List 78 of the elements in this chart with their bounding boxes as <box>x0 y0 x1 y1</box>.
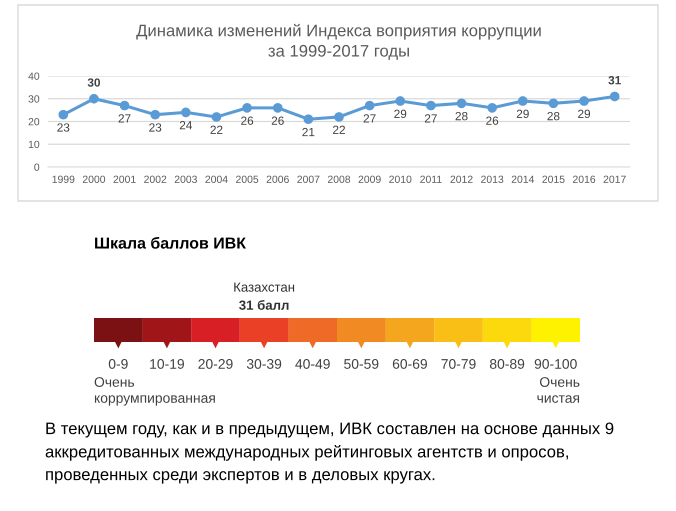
x-tick-label: 2003 <box>174 176 197 183</box>
x-tick-label: 2002 <box>144 176 166 183</box>
x-tick-label: 2001 <box>114 176 136 183</box>
data-label: 26 <box>272 116 284 125</box>
x-tick-label: 2016 <box>572 176 596 183</box>
data-label: 24 <box>180 121 192 130</box>
point <box>487 102 498 113</box>
y-tick-label: 40 <box>28 72 40 80</box>
text: В текущем году, как и в предыдущем, ИВК составлен на основе данных 9 аккредитованных международных рейтинговых агентств и опросов, проведенных среди экспертов и в деловых кругах. <box>46 422 614 484</box>
category-label: 60-69 <box>392 359 428 369</box>
point <box>548 98 558 108</box>
point <box>212 112 222 122</box>
x-tick-label: 2004 <box>205 176 228 183</box>
point <box>272 102 283 113</box>
category-label: 0-9 <box>108 359 128 369</box>
x-tick-label: 2011 <box>420 176 442 183</box>
x-tick-label: 2013 <box>481 176 504 183</box>
x-tick-label: 2015 <box>542 176 565 183</box>
data-label: 29 <box>578 110 590 118</box>
x-tick-label: 2005 <box>236 176 258 183</box>
x-tick-label: 1999 <box>52 176 74 183</box>
x-tick-label: 2008 <box>328 176 350 183</box>
point <box>58 110 68 120</box>
point <box>150 110 160 120</box>
point <box>518 96 528 106</box>
category-label: 80-89 <box>490 359 524 369</box>
point <box>242 102 252 113</box>
text: Шкала баллов ИВК <box>95 236 246 249</box>
x-tick-label: 2006 <box>266 176 289 183</box>
point <box>579 96 589 106</box>
point <box>364 100 374 110</box>
y-tick-label: 20 <box>28 118 40 126</box>
text: Очень чистая <box>537 377 580 403</box>
point <box>334 112 344 122</box>
x-tick-label: 2007 <box>297 176 320 183</box>
x-tick-label: 2010 <box>389 176 412 183</box>
data-label: 23 <box>149 123 162 132</box>
y-tick-label: 10 <box>28 140 40 148</box>
data-label: 26 <box>486 116 498 125</box>
data-label: 22 <box>333 126 345 134</box>
x-tick-label: 2012 <box>450 176 473 183</box>
x-tick-label: 2009 <box>358 176 381 183</box>
category-label: 90-100 <box>534 359 577 369</box>
data-label: 23 <box>57 123 70 132</box>
y-tick-label: 30 <box>28 95 40 103</box>
category-label: 50-59 <box>344 359 378 369</box>
category-label: 40-49 <box>295 359 330 369</box>
x-tick-label: 2017 <box>604 176 626 183</box>
data-label: 27 <box>424 114 437 122</box>
data-label: 28 <box>547 112 560 120</box>
point <box>456 98 466 108</box>
point <box>89 94 99 104</box>
data-label: 21 <box>302 128 314 136</box>
data-label: 29 <box>394 110 406 118</box>
point <box>180 108 191 118</box>
point <box>304 114 314 124</box>
chart-title: Динамика изменений Индекса воприятия коррупции за 1999-2017 годы <box>136 24 541 60</box>
point <box>426 100 436 110</box>
data-label: 30 <box>88 78 100 87</box>
y-tick-label: 0 <box>34 164 40 171</box>
data-label: 31 <box>608 76 621 84</box>
x-tick-label: 2014 <box>512 176 534 183</box>
x-tick-label: 2000 <box>82 176 106 183</box>
text: Очень коррумпированная <box>94 377 215 406</box>
data-label: 27 <box>118 114 131 122</box>
text: Казахстан 31 балл <box>234 282 294 310</box>
data-label: 28 <box>456 112 468 120</box>
point <box>395 96 406 106</box>
data-label: 29 <box>516 110 529 118</box>
category-label: 10-19 <box>150 359 184 369</box>
category-label: 30-39 <box>246 359 282 369</box>
data-label: 27 <box>364 114 376 122</box>
category-label: 70-79 <box>441 359 476 369</box>
category-label: 20-29 <box>198 359 233 369</box>
point <box>120 100 130 110</box>
data-label: 22 <box>210 126 222 134</box>
data-label: 26 <box>241 116 254 125</box>
point <box>610 92 620 102</box>
